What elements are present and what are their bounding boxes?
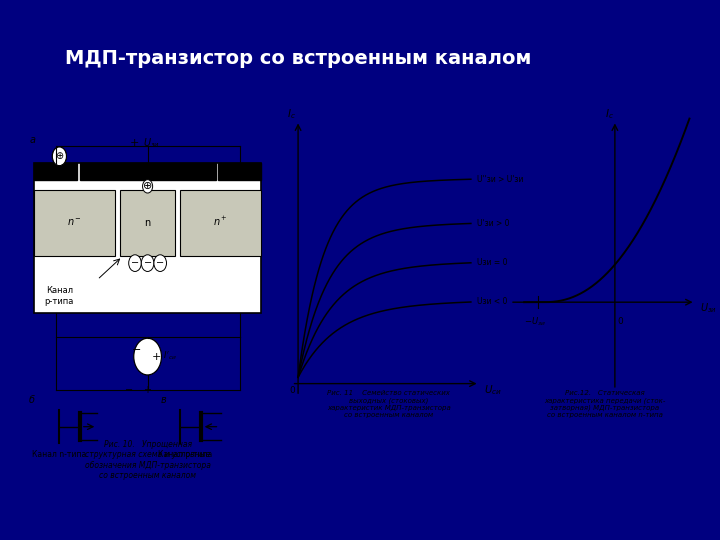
Circle shape [53, 147, 66, 166]
Text: $n^-$: $n^-$ [67, 218, 82, 228]
Text: в: в [161, 395, 166, 406]
Text: +: + [143, 386, 150, 395]
Text: $U_{зи}$: $U_{зи}$ [700, 301, 716, 315]
Text: Канал
р-типа: Канал р-типа [45, 287, 74, 306]
Text: 0: 0 [289, 386, 295, 395]
Text: −: − [143, 258, 152, 268]
Text: +: + [152, 352, 161, 362]
Bar [218, 163, 261, 180]
Text: Рис.12.   Статическая
характеристика передачи (сток-
затворная) МДП-транзистора
: Рис.12. Статическая характеристика перед… [544, 390, 665, 418]
Text: 0: 0 [617, 317, 623, 326]
Text: U''зи > U'зи: U''зи > U'зи [477, 175, 523, 184]
Circle shape [53, 147, 66, 166]
Circle shape [143, 180, 153, 193]
Text: а: а [29, 135, 35, 145]
Text: б: б [29, 395, 35, 406]
Text: $U_{зи}$: $U_{зи}$ [143, 136, 159, 150]
Text: ⊕: ⊕ [55, 151, 63, 161]
Text: −: − [125, 386, 133, 395]
Text: −: − [156, 258, 164, 268]
Text: Канал р-типа: Канал р-типа [158, 450, 212, 459]
Text: $I'_{си}$: $I'_{си}$ [163, 349, 176, 362]
Text: $I_с$: $I_с$ [605, 107, 613, 121]
Bar [35, 163, 77, 180]
Bar [79, 163, 216, 180]
Text: Канал n-типа: Канал n-типа [32, 450, 86, 459]
Bar [181, 190, 261, 256]
Text: МДП-транзистор со встроенным каналом: МДП-транзистор со встроенным каналом [65, 49, 531, 68]
Text: ⊕: ⊕ [143, 181, 153, 191]
Circle shape [141, 255, 154, 272]
Text: n: n [145, 218, 150, 228]
Circle shape [129, 255, 141, 272]
Text: $U_{си}$: $U_{си}$ [484, 383, 502, 397]
Text: Рис. 11    Семейство статических
выходных (стоковых)
характеристик МДП-транзисто: Рис. 11 Семейство статических выходных (… [327, 390, 451, 418]
Text: $-U_{зи}$: $-U_{зи}$ [524, 315, 546, 328]
Text: Рис. 10.   Упрощенная
структурная схема и условные
обозначения МДП-транзистора
с: Рис. 10. Упрощенная структурная схема и … [85, 440, 210, 480]
Text: −: − [131, 258, 139, 268]
Text: +: + [130, 138, 140, 149]
Text: Uзи = 0: Uзи = 0 [477, 258, 508, 267]
Text: −: − [132, 345, 141, 355]
Bar [35, 190, 115, 256]
Text: U'зи > 0: U'зи > 0 [477, 219, 510, 228]
Text: $I_с$: $I_с$ [287, 107, 296, 121]
Circle shape [134, 338, 161, 375]
Circle shape [154, 255, 166, 272]
Text: $n^+$: $n^+$ [213, 215, 228, 228]
Bar [120, 190, 176, 256]
Bar [35, 163, 261, 313]
Text: Uзи < 0: Uзи < 0 [477, 298, 508, 307]
